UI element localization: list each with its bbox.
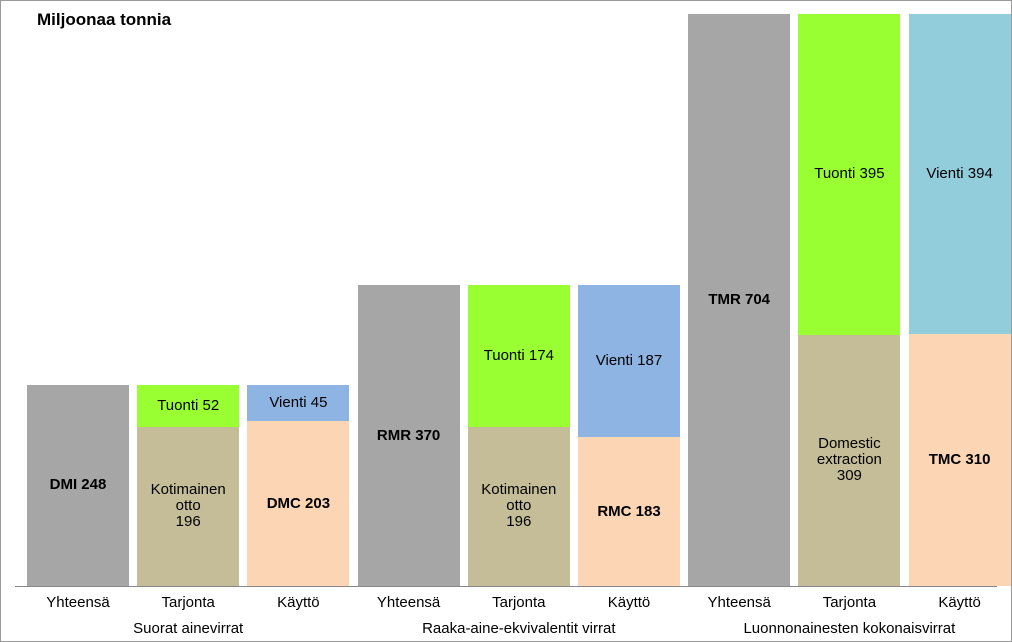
bar-segment: Kotimainen otto 196 bbox=[467, 426, 570, 586]
bar-segment: DMI 248 bbox=[27, 384, 129, 586]
bar-segment: Tuonti 174 bbox=[467, 285, 570, 427]
bar-segment: Domestic extraction 309 bbox=[798, 334, 901, 586]
data-label: Vienti 187 bbox=[595, 352, 663, 370]
x-tick-label: Käyttö bbox=[277, 594, 320, 611]
x-tick-label: Yhteensä bbox=[376, 594, 441, 611]
x-tick-label: Yhteensä bbox=[707, 594, 771, 611]
data-label: TMC 310 bbox=[928, 451, 991, 469]
data-label: Kotimainen otto 196 bbox=[150, 481, 226, 531]
bar-segment: Kotimainen otto 196 bbox=[137, 426, 240, 586]
chart-title: Miljoonaa tonnia bbox=[37, 10, 172, 29]
data-label: TMR 704 bbox=[708, 291, 771, 308]
bar-segment: TMR 704 bbox=[688, 14, 791, 586]
data-label: DMC 203 bbox=[266, 494, 331, 512]
x-tick-label: Tarjonta bbox=[161, 594, 215, 611]
bar-segment: RMC 183 bbox=[578, 437, 680, 586]
data-label: DMI 248 bbox=[49, 476, 107, 494]
x-tick-label: Yhteensä bbox=[46, 594, 110, 611]
bar-segment: Vienti 187 bbox=[578, 285, 680, 438]
data-label: RMC 183 bbox=[597, 502, 661, 520]
data-label: Vienti 45 bbox=[269, 393, 328, 411]
group-label: Raaka-aine-ekvivalentit virrat bbox=[422, 620, 616, 637]
data-label: Tuonti 52 bbox=[157, 396, 220, 414]
data-label: Vienti 394 bbox=[926, 165, 993, 183]
bar-segment: Tuonti 395 bbox=[798, 14, 901, 335]
data-label: Tuonti 395 bbox=[814, 165, 885, 183]
x-tick-label: Käyttö bbox=[607, 594, 651, 611]
data-label: Tuonti 174 bbox=[483, 347, 554, 365]
x-tick-label: Käyttö bbox=[938, 594, 981, 611]
data-label: Kotimainen otto 196 bbox=[481, 481, 557, 531]
data-label: Domestic extraction 309 bbox=[816, 435, 882, 485]
x-tick-label: Tarjonta bbox=[822, 594, 877, 611]
group-label: Suorat ainevirrat bbox=[133, 620, 244, 637]
bar-segment: DMC 203 bbox=[247, 421, 350, 586]
bar-segment: RMR 370 bbox=[357, 285, 460, 586]
bar-segment: Vienti 394 bbox=[908, 14, 1011, 335]
bar-segment: Tuonti 52 bbox=[137, 384, 240, 427]
bar-segment: TMC 310 bbox=[908, 334, 1011, 586]
group-label: Luonnonainesten kokonaisvirrat bbox=[743, 620, 956, 637]
bar-segment: Vienti 45 bbox=[247, 384, 350, 422]
x-tick-label: Tarjonta bbox=[492, 594, 546, 611]
data-label: RMR 370 bbox=[376, 426, 441, 444]
baseline bbox=[15, 586, 997, 587]
